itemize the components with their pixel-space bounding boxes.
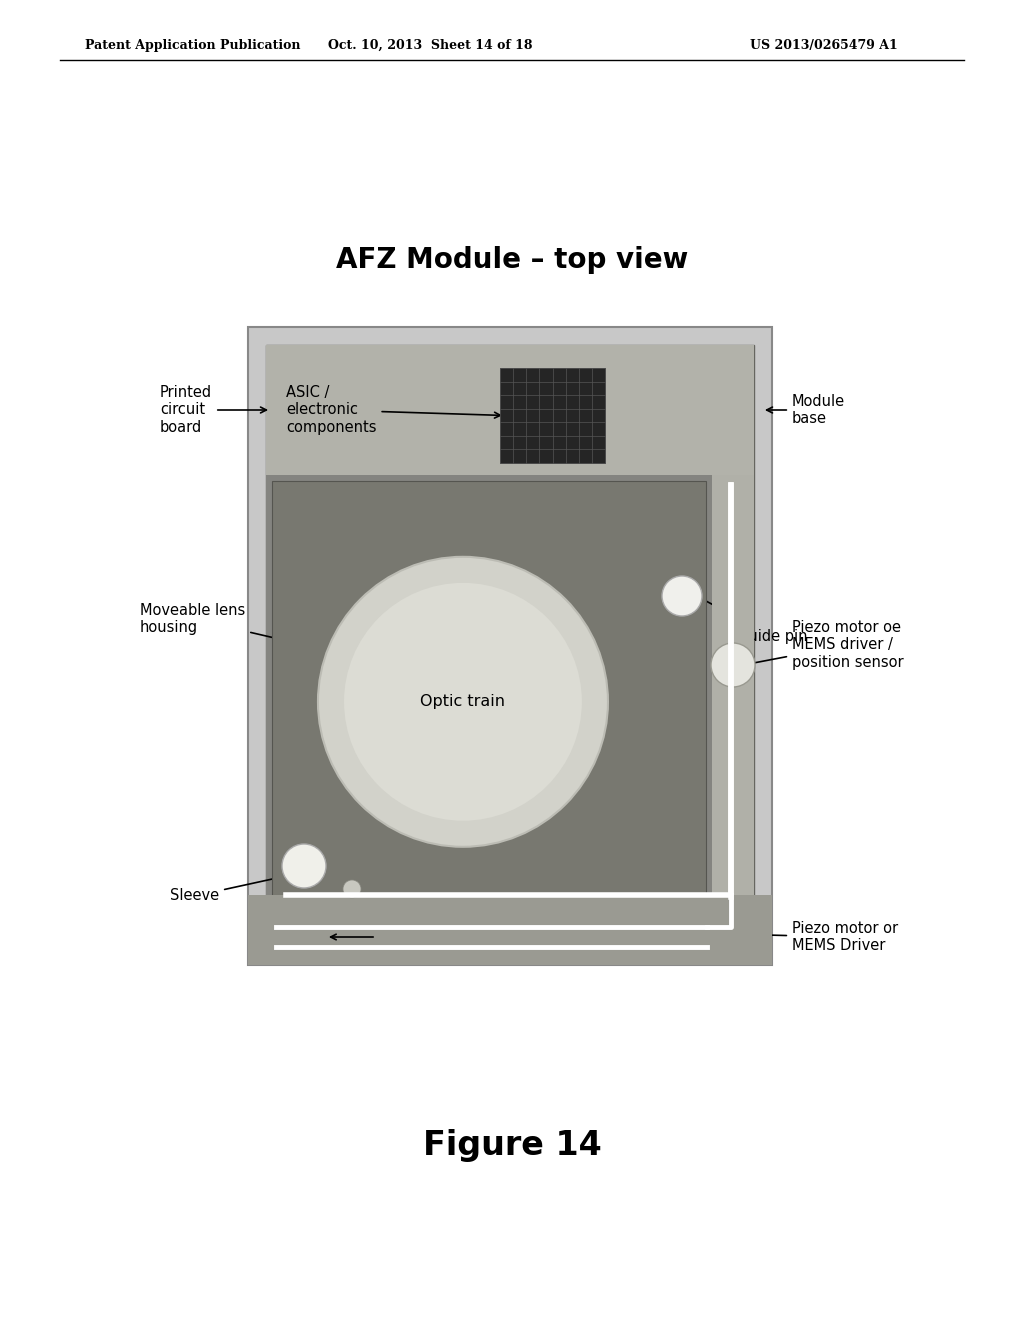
Text: Moveable lens
housing: Moveable lens housing bbox=[140, 603, 288, 643]
Text: AFZ Module – top view: AFZ Module – top view bbox=[336, 246, 688, 275]
Text: Oct. 10, 2013  Sheet 14 of 18: Oct. 10, 2013 Sheet 14 of 18 bbox=[328, 38, 532, 51]
Circle shape bbox=[344, 583, 582, 821]
Bar bbox=[266, 475, 754, 946]
Circle shape bbox=[662, 576, 702, 616]
Bar bbox=[500, 368, 605, 463]
Circle shape bbox=[318, 557, 608, 847]
Bar bbox=[266, 345, 754, 946]
Bar bbox=[248, 895, 772, 965]
Bar bbox=[272, 480, 706, 941]
Text: ASIC /
electronic
components: ASIC / electronic components bbox=[286, 385, 501, 434]
Text: Module
base: Module base bbox=[767, 393, 845, 426]
Circle shape bbox=[343, 880, 361, 898]
Bar bbox=[712, 475, 754, 946]
Text: Sleeve: Sleeve bbox=[170, 870, 304, 903]
Circle shape bbox=[282, 843, 326, 888]
Text: US 2013/0265479 A1: US 2013/0265479 A1 bbox=[750, 38, 898, 51]
Text: Piezo motor or
MEMS Driver: Piezo motor or MEMS Driver bbox=[651, 921, 898, 953]
Bar bbox=[248, 327, 772, 965]
Text: Patent Application Publication: Patent Application Publication bbox=[85, 38, 300, 51]
Text: Optic train: Optic train bbox=[421, 694, 506, 709]
Text: Piezo motor oe
MEMS driver /
position sensor: Piezo motor oe MEMS driver / position se… bbox=[748, 620, 903, 671]
Circle shape bbox=[711, 643, 755, 686]
Text: Printed
circuit
board: Printed circuit board bbox=[160, 385, 266, 434]
Text: Guide pin: Guide pin bbox=[691, 593, 808, 644]
Text: Figure 14: Figure 14 bbox=[423, 1129, 601, 1162]
Bar bbox=[266, 345, 754, 475]
